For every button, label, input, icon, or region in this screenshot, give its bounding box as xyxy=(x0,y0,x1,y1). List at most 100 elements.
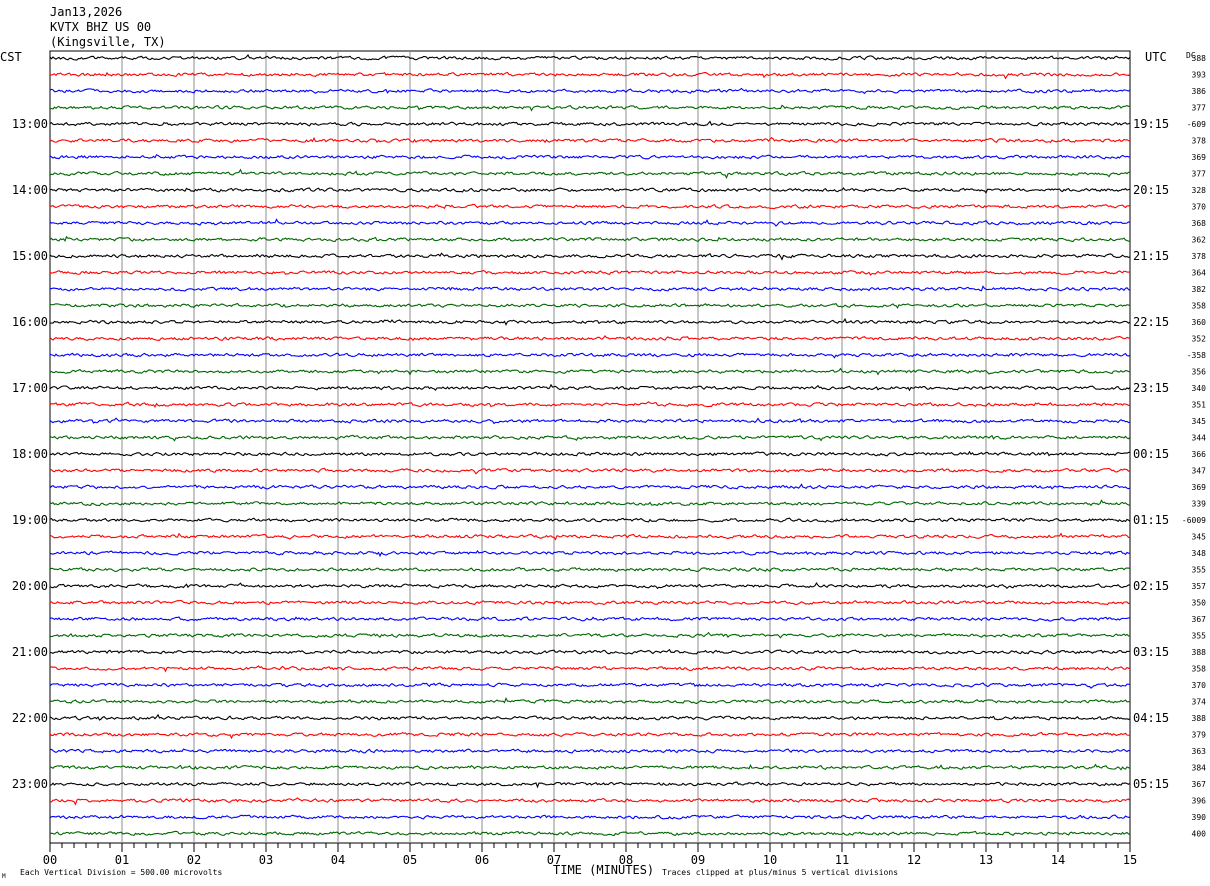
dc-offset-label: 345 xyxy=(1192,417,1207,426)
header-date: Jan13,2026 xyxy=(50,5,122,19)
trace-line xyxy=(49,781,1131,789)
trace-line xyxy=(49,499,1131,507)
trace-line xyxy=(49,87,1131,95)
dc-offset-label: 367 xyxy=(1192,780,1207,789)
right-hour-label: 21:15 xyxy=(1133,249,1169,263)
dc-offset-label: 370 xyxy=(1192,681,1207,690)
dc-offset-label: 382 xyxy=(1192,285,1207,294)
left-hour-label: 15:00 xyxy=(12,249,48,263)
trace-line xyxy=(49,582,1131,590)
trace-line xyxy=(49,763,1131,771)
trace-line xyxy=(49,120,1131,127)
left-hour-label: 20:00 xyxy=(12,579,48,593)
trace-line xyxy=(49,270,1131,276)
left-hour-label: 16:00 xyxy=(12,315,48,329)
right-hour-label: 03:15 xyxy=(1133,645,1169,659)
right-hour-label: 00:15 xyxy=(1133,447,1169,461)
trace-line xyxy=(49,367,1131,376)
dc-offset-label: 350 xyxy=(1192,599,1207,608)
trace-line xyxy=(49,616,1131,622)
x-axis: 00 01 02 03 04 05 06 07 08 09 10 11 12 13 14 15 xyxy=(43,843,1137,867)
trace-line xyxy=(49,285,1131,292)
left-hour-label: 18:00 xyxy=(12,447,48,461)
dc-offset-label: 384 xyxy=(1192,764,1207,773)
trace-line xyxy=(49,317,1131,326)
dc-offset-label: 396 xyxy=(1192,797,1207,806)
dc-offset-label: 377 xyxy=(1192,104,1207,113)
dc-offset-label: 364 xyxy=(1192,269,1207,278)
header-location: (Kingsville, TX) xyxy=(50,35,166,49)
dc-offset-label: 344 xyxy=(1192,434,1207,443)
x-tick-label: 13 xyxy=(979,853,993,867)
trace-group xyxy=(49,54,1131,837)
trace-line xyxy=(49,665,1131,673)
trace-line xyxy=(49,54,1131,61)
hour-label-group: 13:00 14:00 15:00 16:00 17:00 18:00 19:00 20:00… xyxy=(12,117,1169,791)
dc-offset-label: 358 xyxy=(1192,302,1207,311)
dc-offset-label: 351 xyxy=(1192,401,1207,410)
dc-offset-label: 386 xyxy=(1192,87,1207,96)
x-tick-label: 11 xyxy=(835,853,849,867)
x-tick-label: 06 xyxy=(475,853,489,867)
minute-gridlines xyxy=(121,51,1059,843)
dc-offset-label: 345 xyxy=(1192,533,1207,542)
x-tick-label: 00 xyxy=(43,853,57,867)
left-hour-label: 22:00 xyxy=(12,711,48,725)
right-hour-label: 05:15 xyxy=(1133,777,1169,791)
dc-offset-label: 348 xyxy=(1192,549,1207,558)
scale-note: Each Vertical Division = 500.00 microvol… xyxy=(20,868,222,877)
dc-offset-label: 357 xyxy=(1192,582,1207,591)
dc-offset-label: 363 xyxy=(1192,747,1207,756)
dc-offset-label: 347 xyxy=(1192,467,1207,476)
dc-offset-label: 400 xyxy=(1192,830,1207,839)
trace-line xyxy=(49,697,1131,705)
trace-line xyxy=(49,797,1131,806)
dc-offset-label: 370 xyxy=(1192,203,1207,212)
trace-line xyxy=(49,334,1131,342)
dc-offset-label: 367 xyxy=(1192,615,1207,624)
dc-offset-label: 369 xyxy=(1192,153,1207,162)
dc-offset-label: 355 xyxy=(1192,632,1207,641)
x-tick-label: 08 xyxy=(619,853,633,867)
trace-line xyxy=(49,483,1131,490)
x-tick-label: 15 xyxy=(1123,853,1137,867)
trace-line xyxy=(49,566,1131,573)
header-station: KVTX BHZ US 00 xyxy=(50,20,151,34)
left-hour-label: 23:00 xyxy=(12,777,48,791)
x-tick-label: 09 xyxy=(691,853,705,867)
trace-line xyxy=(49,648,1131,655)
left-hour-label: 17:00 xyxy=(12,381,48,395)
left-hour-label: 19:00 xyxy=(12,513,48,527)
trace-line xyxy=(49,218,1131,227)
left-hour-label: 14:00 xyxy=(12,183,48,197)
trace-line xyxy=(49,154,1131,160)
plot-frame xyxy=(49,50,1131,844)
trace-line xyxy=(49,383,1131,392)
dc-offset-label: 379 xyxy=(1192,731,1207,740)
x-tick-label: 10 xyxy=(763,853,777,867)
dc-offset-label: 339 xyxy=(1192,500,1207,509)
dc-offset-label: 355 xyxy=(1192,566,1207,575)
trace-line xyxy=(49,401,1131,408)
trace-line xyxy=(49,252,1131,261)
dc-offset-label: 362 xyxy=(1192,236,1207,245)
trace-line xyxy=(49,517,1131,523)
dc-offset-label: 378 xyxy=(1192,252,1207,261)
trace-line xyxy=(49,168,1131,179)
right-hour-label: 20:15 xyxy=(1133,183,1169,197)
dc-offset-label: 358 xyxy=(1192,665,1207,674)
x-tick-label: 02 xyxy=(187,853,201,867)
dc-offset-label: 366 xyxy=(1192,450,1207,459)
trace-line xyxy=(49,713,1131,721)
x-axis-title: TIME (MINUTES) xyxy=(553,863,654,877)
right-hour-label: 23:15 xyxy=(1133,381,1169,395)
x-tick-label: 05 xyxy=(403,853,417,867)
x-tick-label: 03 xyxy=(259,853,273,867)
x-tick-label: 07 xyxy=(547,853,561,867)
trace-line xyxy=(49,549,1131,558)
trace-line xyxy=(49,830,1131,837)
trace-line xyxy=(49,748,1131,754)
trace-line xyxy=(49,104,1131,112)
dc-offset-label: 356 xyxy=(1192,368,1207,377)
